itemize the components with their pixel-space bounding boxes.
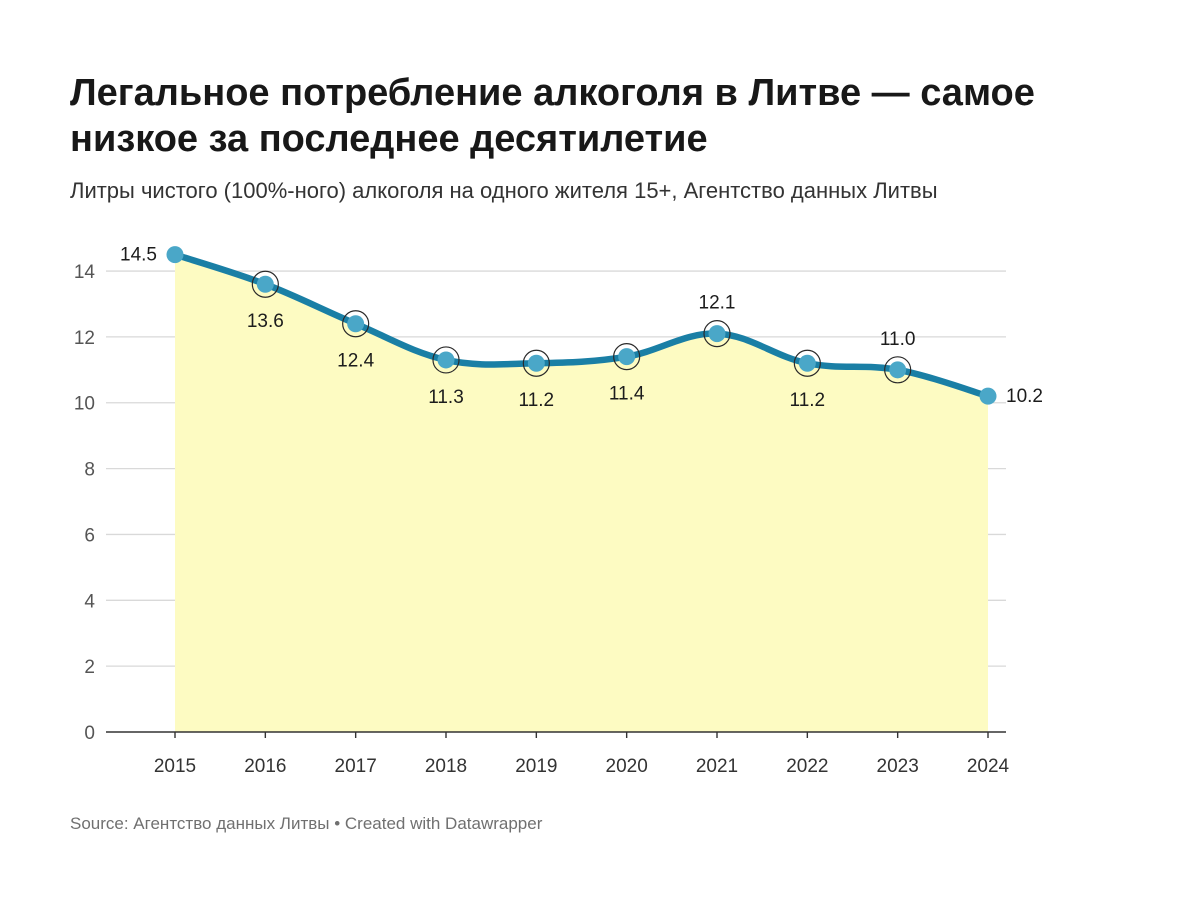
x-tick-label: 2020 bbox=[606, 756, 648, 777]
data-label: 13.6 bbox=[247, 311, 284, 332]
marker-ring bbox=[793, 349, 821, 377]
data-point bbox=[437, 351, 455, 369]
marker-ring bbox=[522, 349, 550, 377]
data-label: 14.5 bbox=[120, 245, 157, 266]
x-tick-label: 2021 bbox=[696, 756, 738, 777]
data-labels: 14.5 13.6 12.4 11.3 11.2 11.4 12.1 11.2 11.0 10.2 bbox=[120, 245, 1043, 412]
y-tick-label: 2 bbox=[84, 657, 95, 678]
marker-ring bbox=[342, 310, 370, 338]
area-fill-layer bbox=[175, 254, 988, 733]
marker-ring bbox=[703, 320, 731, 348]
x-tick-label: 2015 bbox=[154, 756, 196, 777]
chart-subtitle: Литры чистого (100%-ного) алкоголя на од… bbox=[70, 178, 938, 203]
area-fill bbox=[175, 254, 988, 733]
data-point bbox=[618, 348, 636, 366]
data-point bbox=[256, 275, 274, 293]
series-line bbox=[171, 251, 992, 400]
data-label: 12.4 bbox=[337, 351, 374, 372]
y-tick-label: 8 bbox=[84, 460, 95, 481]
data-point bbox=[527, 354, 545, 372]
data-point bbox=[166, 246, 184, 264]
data-point bbox=[889, 361, 907, 379]
x-tick-label: 2022 bbox=[786, 756, 828, 777]
data-label: 11.4 bbox=[609, 384, 645, 405]
data-point bbox=[798, 354, 816, 372]
y-axis-ticks: 0 2 4 6 8 10 12 14 bbox=[74, 262, 96, 744]
data-point bbox=[347, 315, 365, 333]
y-tick-label: 0 bbox=[84, 723, 95, 744]
y-tick-label: 4 bbox=[84, 591, 95, 612]
data-label: 12.1 bbox=[699, 293, 736, 314]
data-label: 10.2 bbox=[1006, 386, 1043, 407]
data-point bbox=[708, 325, 726, 343]
marker-ring bbox=[432, 346, 460, 374]
y-tick-label: 12 bbox=[74, 328, 95, 349]
data-markers bbox=[166, 246, 997, 405]
data-label: 11.3 bbox=[428, 387, 464, 408]
data-label: 11.2 bbox=[790, 390, 826, 411]
x-tick-label: 2019 bbox=[515, 756, 557, 777]
data-point bbox=[979, 387, 997, 405]
x-tick-label: 2017 bbox=[335, 756, 377, 777]
x-tick-label: 2016 bbox=[244, 756, 286, 777]
y-tick-label: 14 bbox=[74, 262, 96, 283]
x-tick-label: 2018 bbox=[425, 756, 467, 777]
marker-ring bbox=[884, 356, 912, 384]
chart-title: Легальное потребление алкоголя в Литве —… bbox=[70, 72, 1035, 160]
y-tick-label: 6 bbox=[84, 525, 95, 546]
data-label: 11.0 bbox=[880, 329, 916, 350]
source-footer: Source: Агентство данных Литвы • Created… bbox=[70, 814, 543, 833]
x-axis-ticks: 2015 2016 2017 2018 2019 2020 2021 2022 2023 2024 bbox=[154, 732, 1010, 777]
x-tick-label: 2023 bbox=[877, 756, 919, 777]
marker-ring bbox=[251, 270, 279, 298]
y-tick-label: 10 bbox=[74, 394, 95, 415]
series-line-layer bbox=[171, 251, 992, 400]
marker-ring bbox=[613, 343, 641, 371]
x-tick-label: 2024 bbox=[967, 756, 1010, 777]
data-label: 11.2 bbox=[519, 390, 555, 411]
